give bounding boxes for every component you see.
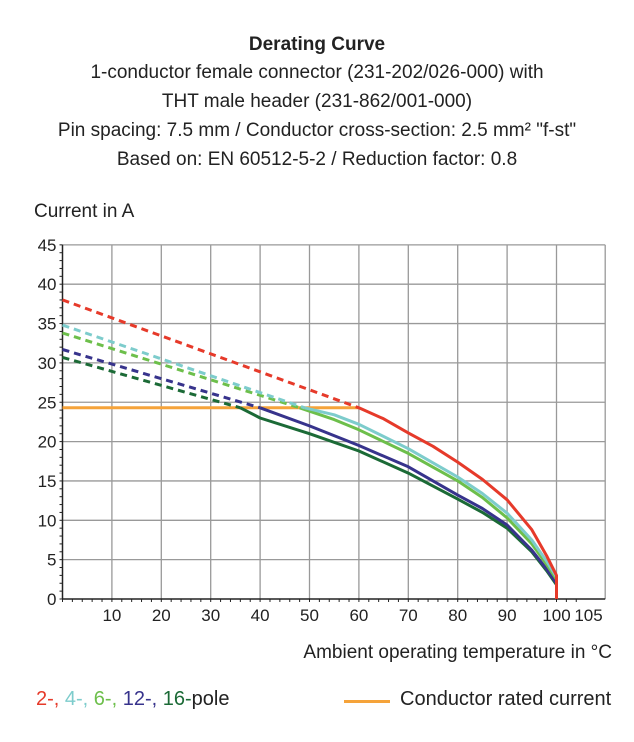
legend-rated-label: Conductor rated current <box>400 688 612 710</box>
x-axis-label: Ambient operating temperature in °C <box>303 642 612 663</box>
series-6-pole <box>299 406 558 599</box>
chart-subtitle-3: Pin spacing: 7.5 mm / Conductor cross-se… <box>57 120 577 141</box>
y-tick-label: 25 <box>38 393 57 412</box>
legend-pole-item: 2-, <box>36 688 60 710</box>
legend-poles: 2-, 4-, 6-, 12-, 16-pole <box>36 688 229 710</box>
series-12-pole-dashed <box>62 348 261 410</box>
series-6-pole-dashed <box>62 331 301 410</box>
x-tick-label: 60 <box>349 606 368 625</box>
y-tick-label: 10 <box>38 511 57 530</box>
series-4-pole-dashed <box>62 323 306 410</box>
x-tick-label: 40 <box>251 606 270 625</box>
x-tick-label: 10 <box>102 606 121 625</box>
legend-pole-item: 12-, <box>117 688 158 710</box>
chart-subtitle-2: THT male header (231-862/001-000) <box>161 91 473 112</box>
legend-pole-item: pole <box>191 688 230 710</box>
y-tick-label: 30 <box>38 354 57 373</box>
y-tick-label: 45 <box>38 236 57 255</box>
chart-subtitle-1: 1-conductor female connector (231-202/02… <box>90 62 544 83</box>
series-12-pole <box>259 406 558 599</box>
series-2-pole-dashed <box>61 298 360 410</box>
x-tick-label: 80 <box>448 606 467 625</box>
series-16-pole-dashed <box>62 355 241 410</box>
legend: 2-, 4-, 6-, 12-, 16-pole Conductor rated… <box>36 688 611 711</box>
y-tick-label: 0 <box>47 590 56 609</box>
y-tick-label: 5 <box>47 551 56 570</box>
chart-title: Derating Curve <box>0 32 634 58</box>
legend-pole-item: 6-, <box>88 688 118 710</box>
y-tick-label: 20 <box>38 433 57 452</box>
x-tick-label: 90 <box>498 606 517 625</box>
x-tick-label: 50 <box>300 606 319 625</box>
x-tick-label: 30 <box>201 606 220 625</box>
series-4-pole <box>304 406 558 599</box>
legend-pole-item: 16- <box>157 688 192 710</box>
legend-rated-swatch <box>344 700 390 703</box>
legend-pole-item: 4-, <box>59 688 89 710</box>
y-tick-label: 15 <box>38 472 57 491</box>
x-tick-label: 70 <box>399 606 418 625</box>
series-2-pole <box>358 406 558 599</box>
x-tick-label: 105 <box>574 606 602 625</box>
y-tick-label: 35 <box>38 315 57 334</box>
y-tick-label: 40 <box>38 275 57 294</box>
x-tick-label: 100 <box>542 606 570 625</box>
y-axis-label: Current in A <box>34 201 135 222</box>
chart-title-text: Derating Curve <box>248 34 386 55</box>
x-tick-label: 20 <box>152 606 171 625</box>
chart-subtitle-4: Based on: EN 60512-5-2 / Reduction facto… <box>116 149 518 170</box>
